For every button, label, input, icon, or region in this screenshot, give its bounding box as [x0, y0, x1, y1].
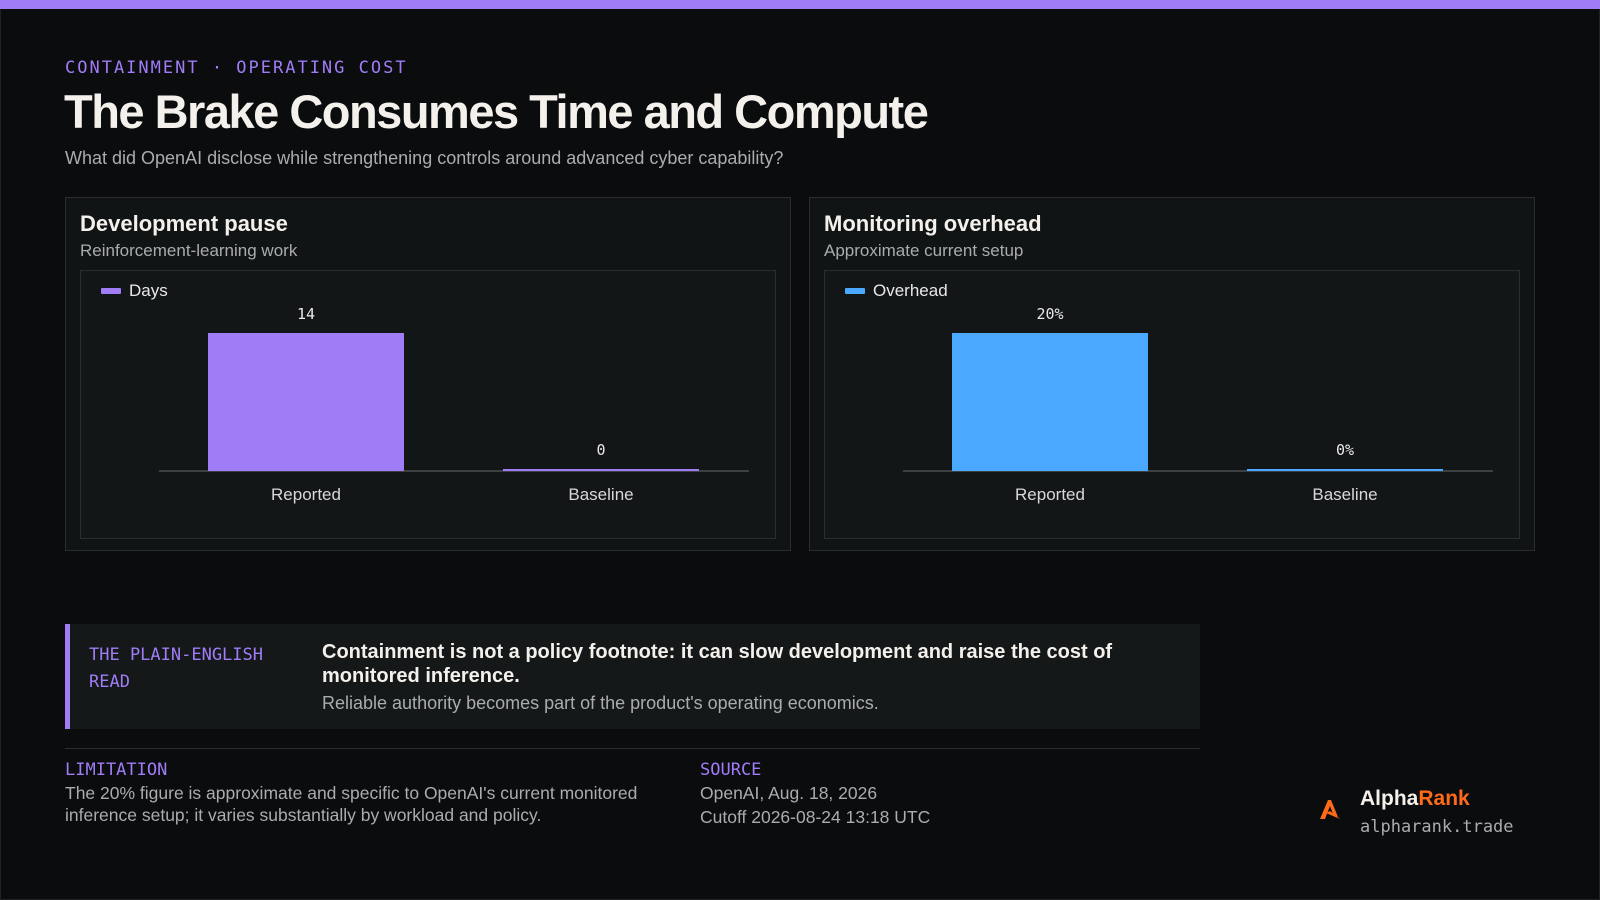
page-title: The Brake Consumes Time and Compute	[64, 85, 929, 138]
brand-name: AlphaRank	[1360, 787, 1470, 811]
alpharank-logo-icon	[1320, 800, 1340, 819]
bar-chart-development-pause: 14 Reported 0 Baseline	[159, 305, 749, 504]
legend-label: Overhead	[873, 281, 948, 300]
data-label: 20%	[1036, 305, 1063, 323]
tick-label: Reported	[271, 485, 341, 504]
footer-divider	[65, 748, 1200, 749]
data-label: 14	[297, 305, 315, 323]
brand-name-part2: Rank	[1418, 787, 1470, 810]
limitation-text: The 20% figure is approximate and specif…	[65, 783, 638, 825]
chart-legend: Days	[101, 281, 168, 301]
kicker: CONTAINMENT · OPERATING COST	[65, 58, 408, 78]
tick-label: Baseline	[568, 485, 633, 504]
bar-reported	[952, 333, 1148, 471]
source-label: SOURCE	[700, 760, 762, 780]
tick-label: Reported	[1015, 485, 1085, 504]
page-subtitle: What did OpenAI disclose while strengthe…	[65, 148, 784, 168]
chart-title: Monitoring overhead	[824, 211, 1042, 236]
brand-name-part1: Alpha	[1360, 787, 1419, 810]
chart-panel-monitoring-overhead: Monitoring overhead Approximate current …	[809, 197, 1535, 551]
chart-subtitle: Reinforcement-learning work	[80, 241, 298, 260]
source-line-2: Cutoff 2026-08-24 13:18 UTC	[700, 807, 931, 827]
chart-title: Development pause	[80, 211, 288, 236]
plot-area: Overhead 20% Reported 0% Baseline	[824, 270, 1520, 539]
legend-label: Days	[129, 281, 168, 300]
callout-label: THE PLAIN-ENGLISH READ	[89, 645, 263, 692]
bar-reported	[208, 333, 404, 471]
callout-headline: Containment is not a policy footnote: it…	[322, 641, 1113, 687]
top-accent-bar	[0, 0, 1600, 9]
data-label: 0%	[1336, 441, 1354, 459]
limitation-label: LIMITATION	[65, 760, 168, 780]
bar-baseline	[503, 469, 699, 471]
chart-panel-development-pause: Development pause Reinforcement-learning…	[65, 197, 791, 551]
brand-url: alpharank.trade	[1360, 817, 1514, 837]
legend-swatch	[845, 288, 865, 294]
source-line-1: OpenAI, Aug. 18, 2026	[700, 783, 878, 803]
data-label: 0	[596, 441, 605, 459]
tick-label: Baseline	[1312, 485, 1377, 504]
bar-chart-monitoring-overhead: 20% Reported 0% Baseline	[903, 305, 1493, 504]
callout-body: Reliable authority becomes part of the p…	[322, 693, 879, 713]
legend-swatch	[101, 288, 121, 294]
plot-area: Days 14 Reported 0 Baseline	[80, 270, 776, 539]
chart-subtitle: Approximate current setup	[824, 241, 1024, 260]
chart-legend: Overhead	[845, 281, 948, 301]
bar-baseline	[1247, 469, 1443, 471]
plain-english-read-callout: THE PLAIN-ENGLISH READ Containment is no…	[65, 624, 1200, 729]
